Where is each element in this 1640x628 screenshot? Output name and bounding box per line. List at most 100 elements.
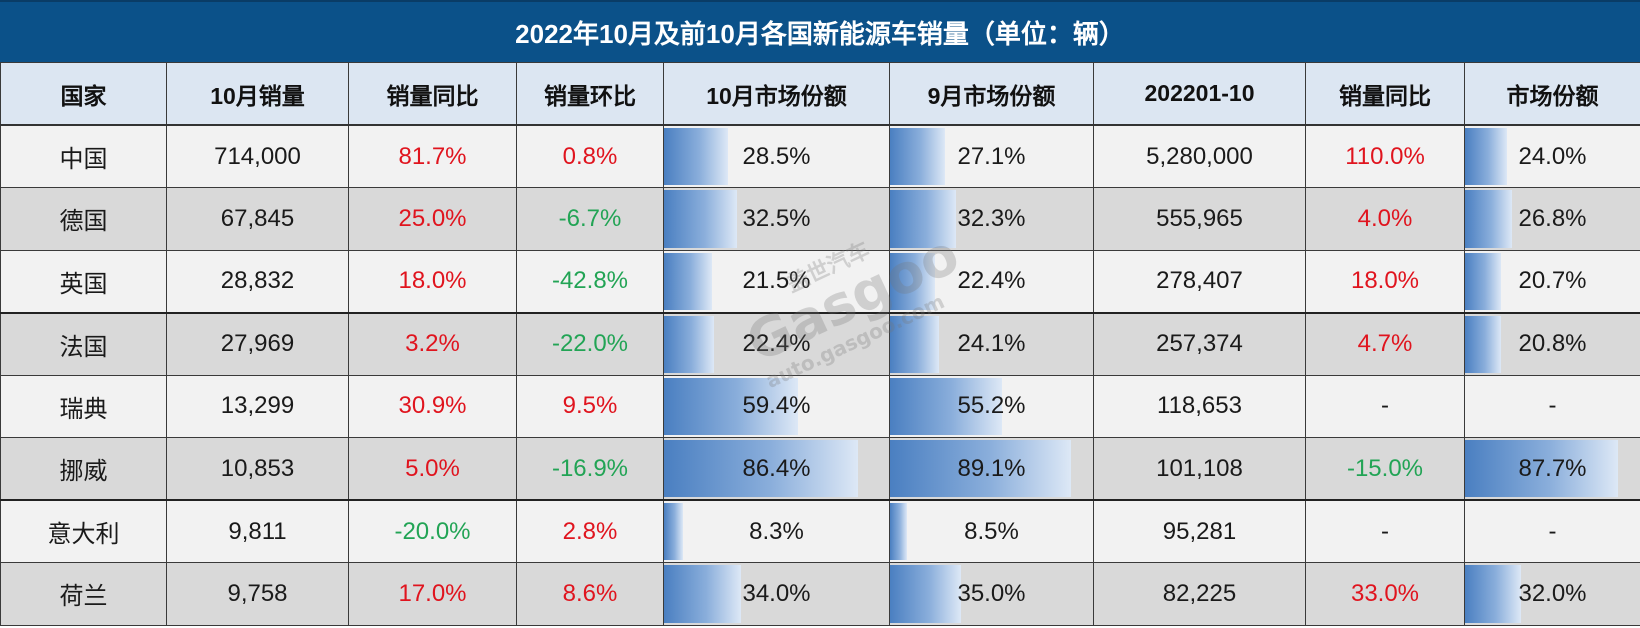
header-ytd-yoy: 销量同比 bbox=[1305, 62, 1465, 126]
cell-country-value: 英国 bbox=[59, 270, 108, 298]
cell-yoy-value: 17.0% bbox=[398, 579, 467, 607]
cell-oct-sales: 714,000 bbox=[166, 124, 349, 188]
cell-country-value: 意大利 bbox=[47, 521, 120, 548]
cell-oct-sales: 27,969 bbox=[166, 311, 349, 376]
cell-oct-share-value: 21.5% bbox=[742, 267, 811, 294]
cell-ytd-yoy-value: 33.0% bbox=[1350, 579, 1420, 607]
cell-yoy: -20.0% bbox=[348, 499, 517, 563]
cell-sep-share-value: 22.4% bbox=[957, 267, 1026, 294]
cell-oct-share: 59.4% bbox=[663, 374, 890, 438]
cell-ytd-share: 20.8% bbox=[1464, 311, 1640, 376]
cell-ytd-yoy: 4.7% bbox=[1305, 311, 1465, 376]
cell-mom: -16.9% bbox=[516, 437, 664, 501]
cell-ytd-yoy: 33.0% bbox=[1305, 562, 1465, 626]
cell-country-value: 中国 bbox=[59, 146, 108, 173]
cell-ytd-sales-value: 101,108 bbox=[1156, 454, 1243, 482]
cell-sep-share-value: 55.2% bbox=[957, 392, 1026, 420]
cell-sep-share-value: 27.1% bbox=[957, 142, 1026, 170]
cell-mom: 9.5% bbox=[516, 374, 664, 438]
cell-sep-share: 55.2% bbox=[889, 374, 1094, 438]
cell-oct-share-value: 34.0% bbox=[742, 579, 811, 607]
cell-country: 荷兰 bbox=[0, 562, 167, 626]
cell-oct-sales-value: 10,853 bbox=[220, 454, 295, 482]
cell-sep-share-value: 24.1% bbox=[957, 330, 1026, 357]
cell-yoy-value: 18.0% bbox=[398, 267, 467, 294]
cell-oct-sales-value: 13,299 bbox=[220, 392, 295, 420]
cell-oct-share: 32.5% bbox=[663, 187, 890, 251]
cell-yoy: 18.0% bbox=[348, 249, 517, 313]
cell-mom: -6.7% bbox=[516, 187, 664, 251]
cell-sep-share: 35.0% bbox=[889, 562, 1094, 626]
cell-sep-share: 32.3% bbox=[889, 187, 1094, 251]
cell-mom-value: 9.5% bbox=[562, 392, 618, 420]
cell-ytd-sales-value: 118,653 bbox=[1157, 392, 1242, 420]
header-sep-share: 9月市场份额 bbox=[889, 62, 1094, 126]
share-databar bbox=[664, 565, 741, 623]
header-oct-sales: 10月销量 bbox=[166, 62, 349, 126]
header-oct-share: 10月市场份额 bbox=[663, 62, 890, 126]
share-databar bbox=[664, 128, 729, 185]
share-databar bbox=[1465, 190, 1512, 248]
table-row: 法国 27,969 3.2% -22.0% 22.4% 24.1% 257,374 4.7% 2… bbox=[0, 311, 1640, 376]
cell-ytd-share-value: 87.7% bbox=[1518, 454, 1587, 482]
cell-ytd-yoy: - bbox=[1305, 499, 1465, 563]
cell-sep-share-value: 35.0% bbox=[957, 579, 1026, 607]
cell-country: 法国 bbox=[0, 311, 167, 376]
cell-yoy: 17.0% bbox=[348, 562, 517, 626]
cell-oct-share-value: 86.4% bbox=[742, 454, 811, 482]
cell-country-value: 荷兰 bbox=[59, 583, 108, 611]
cell-ytd-share: - bbox=[1464, 499, 1640, 563]
cell-sep-share-value: 89.1% bbox=[957, 454, 1026, 482]
header-row: 国家 10月销量 销量同比 销量环比 10月市场份额 9月市场份额 202201… bbox=[0, 62, 1640, 126]
cell-mom: -42.8% bbox=[516, 249, 664, 313]
cell-oct-sales: 28,832 bbox=[166, 249, 349, 313]
cell-sep-share: 27.1% bbox=[889, 124, 1094, 188]
cell-sep-share: 22.4% bbox=[889, 249, 1094, 313]
cell-ytd-yoy: 110.0% bbox=[1305, 124, 1465, 188]
cell-country: 瑞典 bbox=[0, 374, 167, 438]
share-databar bbox=[1465, 565, 1521, 623]
cell-oct-share: 86.4% bbox=[663, 437, 890, 501]
header-yoy: 销量同比 bbox=[348, 62, 517, 126]
cell-oct-share-value: 28.5% bbox=[742, 142, 811, 170]
cell-ytd-share-value: 20.7% bbox=[1518, 267, 1587, 294]
cell-ytd-yoy-value: -15.0% bbox=[1346, 454, 1424, 482]
share-databar bbox=[664, 440, 859, 497]
share-databar bbox=[1465, 440, 1619, 497]
cell-yoy-value: 81.7% bbox=[398, 142, 467, 170]
cell-oct-share: 21.5% bbox=[663, 249, 890, 313]
cell-country: 中国 bbox=[0, 124, 167, 188]
table-row: 英国 28,832 18.0% -42.8% 21.5% 22.4% 278,407 18.0… bbox=[0, 249, 1640, 313]
share-databar bbox=[664, 190, 738, 248]
cell-oct-share: 28.5% bbox=[663, 124, 890, 188]
cell-oct-share-value: 59.4% bbox=[742, 392, 811, 420]
cell-ytd-yoy-value: 4.0% bbox=[1357, 204, 1413, 232]
cell-country: 德国 bbox=[0, 187, 167, 251]
cell-ytd-sales: 101,108 bbox=[1093, 437, 1306, 501]
cell-ytd-sales: 95,281 bbox=[1093, 499, 1306, 563]
header-country: 国家 bbox=[0, 62, 167, 126]
share-databar bbox=[664, 315, 715, 373]
cell-oct-share-value: 22.4% bbox=[742, 330, 811, 357]
cell-mom: -22.0% bbox=[516, 311, 664, 376]
cell-ytd-yoy-value: 4.7% bbox=[1357, 330, 1413, 357]
cell-ytd-yoy: -15.0% bbox=[1305, 437, 1465, 501]
cell-oct-sales: 10,853 bbox=[166, 437, 349, 501]
cell-oct-share: 8.3% bbox=[663, 499, 890, 563]
cell-mom: 2.8% bbox=[516, 499, 664, 563]
cell-yoy: 81.7% bbox=[348, 124, 517, 188]
cell-ytd-share: 26.8% bbox=[1464, 187, 1640, 251]
header-ytd-sales: 202201-10 bbox=[1093, 62, 1306, 126]
cell-ytd-sales: 5,280,000 bbox=[1093, 124, 1306, 188]
cell-mom-value: 2.8% bbox=[562, 517, 618, 545]
share-databar bbox=[890, 190, 956, 248]
cell-oct-share: 34.0% bbox=[663, 562, 890, 626]
share-databar bbox=[664, 252, 713, 310]
cell-ytd-share: 24.0% bbox=[1464, 124, 1640, 188]
cell-ytd-sales-value: 278,407 bbox=[1156, 267, 1243, 294]
cell-mom-value: -22.0% bbox=[551, 330, 629, 357]
cell-oct-share-value: 8.3% bbox=[749, 517, 804, 545]
cell-yoy: 5.0% bbox=[348, 437, 517, 501]
cell-ytd-share-value: 32.0% bbox=[1518, 579, 1587, 607]
cell-sep-share: 89.1% bbox=[889, 437, 1094, 501]
